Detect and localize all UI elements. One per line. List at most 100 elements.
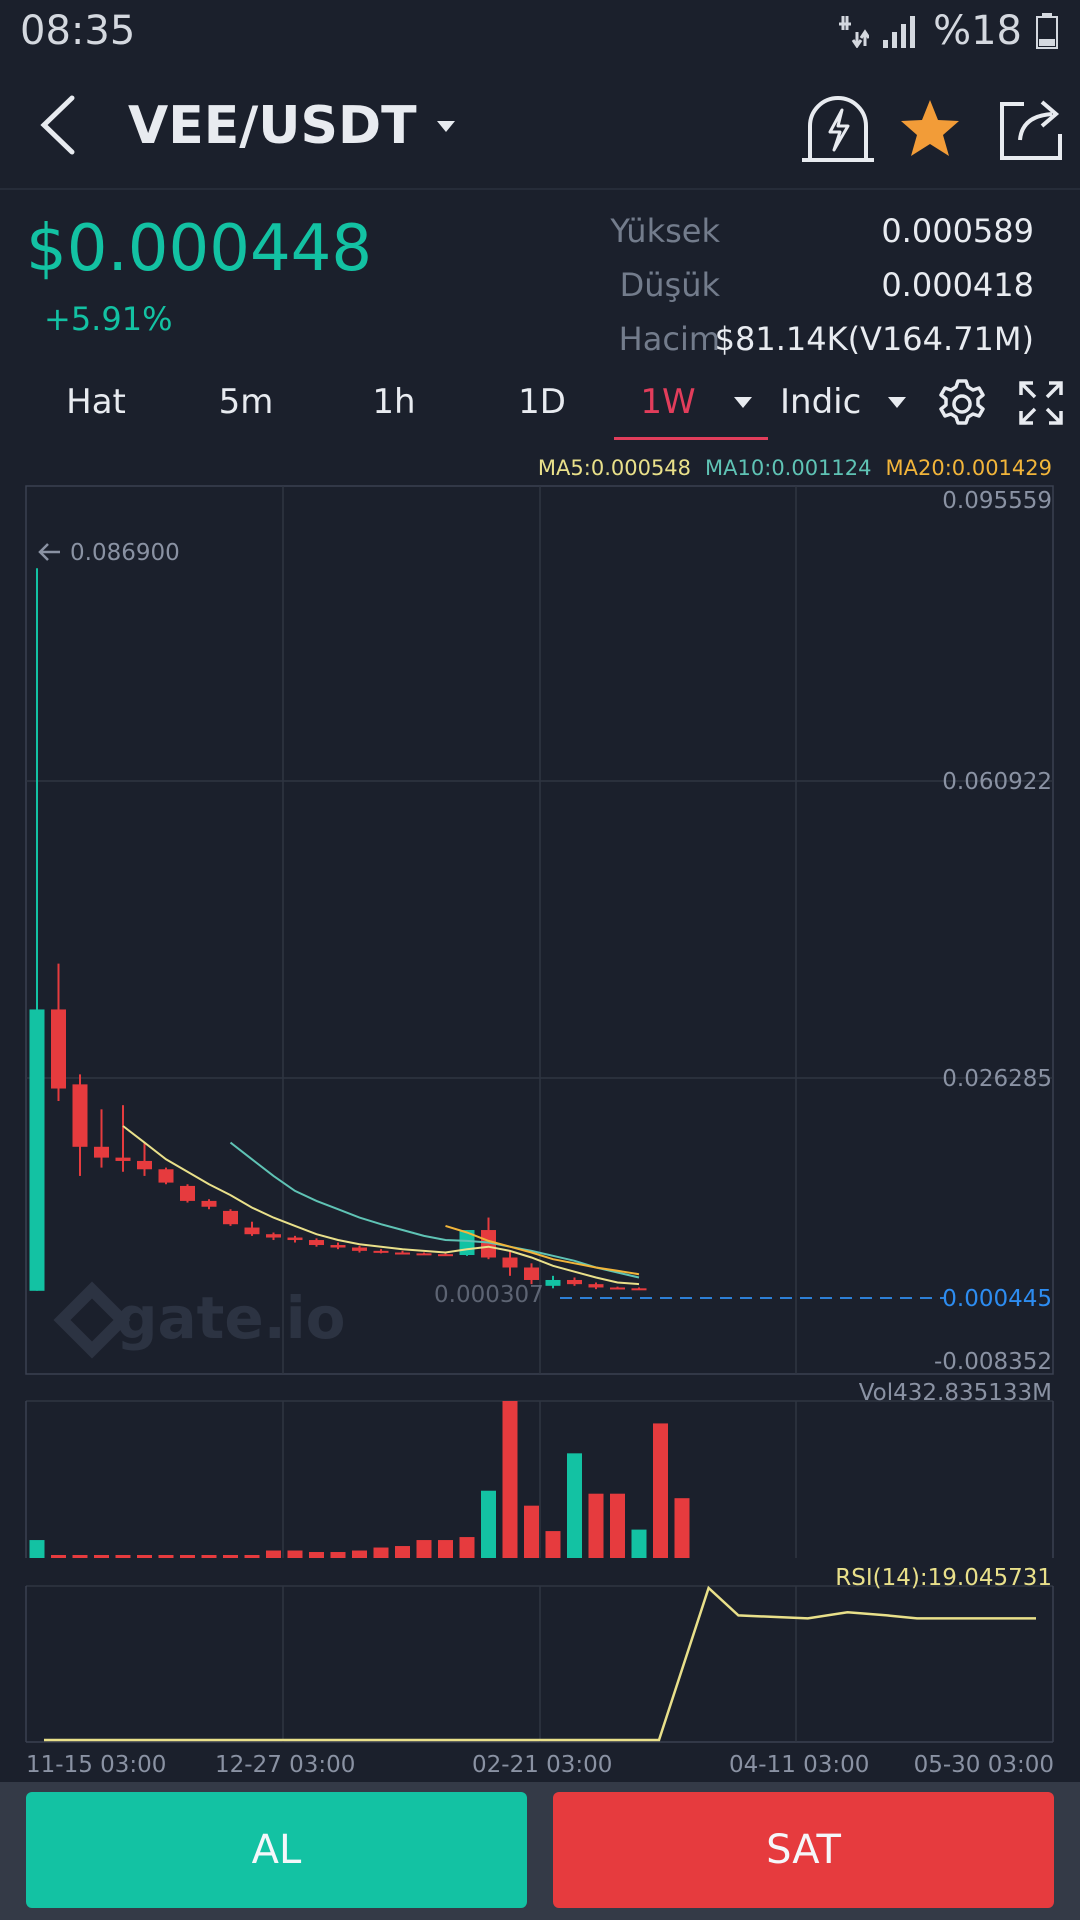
sell-button[interactable]: SAT: [553, 1792, 1054, 1908]
ghost-price-label: 0.000307: [434, 1282, 544, 1308]
candle-body: [244, 1227, 260, 1235]
volume-bar: [610, 1493, 625, 1558]
volume-layer: [29, 1401, 690, 1558]
rsi-line: [44, 1585, 1036, 1742]
candle-body: [94, 1146, 109, 1158]
volume-bar: [223, 1555, 238, 1558]
status-icons: %18: [839, 8, 1058, 54]
tab-line[interactable]: Hat: [66, 382, 126, 422]
settings-gear-icon[interactable]: [936, 378, 988, 430]
volume-bar: [588, 1493, 604, 1558]
battery-icon: [1036, 13, 1058, 49]
candle-body: [438, 1254, 453, 1257]
data-transfer-icon: [839, 16, 870, 48]
candle-body: [287, 1237, 303, 1241]
volume-bar: [502, 1401, 518, 1558]
volume-label: Vol432.835133M: [859, 1380, 1052, 1406]
candle-body: [502, 1257, 518, 1268]
volume-bar: [266, 1550, 281, 1558]
volume-bar: [72, 1555, 88, 1558]
candle-body: [352, 1247, 367, 1251]
volume-bar: [94, 1555, 109, 1558]
rsi-layer: [44, 1585, 1036, 1742]
volume-bar: [287, 1550, 303, 1558]
max-price-marker: 0.086900: [38, 540, 180, 566]
active-tab-underline: [614, 437, 768, 440]
stat-label-high: Yüksek: [610, 212, 720, 250]
gate-io-watermark: gate.io: [53, 1281, 345, 1359]
buy-button[interactable]: AL: [26, 1792, 527, 1908]
ma5-line: [122, 1125, 640, 1286]
caret-down-icon: [436, 120, 455, 132]
share-icon[interactable]: [994, 90, 1070, 166]
volume-bar: [481, 1490, 496, 1558]
status-time: 08:35: [20, 8, 136, 54]
tab-indicators[interactable]: Indic: [780, 382, 862, 422]
fullscreen-icon[interactable]: [1018, 380, 1064, 426]
candle-body: [545, 1279, 561, 1286]
volume-bar: [416, 1540, 432, 1558]
candle-body: [201, 1200, 217, 1207]
volume-bar: [524, 1505, 539, 1558]
tab-1d[interactable]: 1D: [518, 382, 566, 422]
candle-body: [29, 1009, 45, 1291]
candle-body: [588, 1284, 604, 1288]
ma10-label: MA10:0.001124: [705, 456, 872, 480]
candle-body: [610, 1287, 625, 1290]
rsi-label: RSI(14):19.045731: [835, 1565, 1052, 1591]
ma10-line: [229, 1141, 640, 1279]
max-price-label: 0.086900: [70, 540, 180, 566]
time-axis-label: 05-30 03:00: [914, 1752, 1054, 1778]
volume-bar: [631, 1529, 647, 1558]
battery-percent: %18: [933, 8, 1022, 54]
stat-label-low: Düşük: [619, 266, 720, 304]
watermark-text: gate.io: [116, 1284, 345, 1352]
tab-1w[interactable]: 1W: [640, 382, 696, 422]
candles-layer: [29, 568, 647, 1291]
favorite-star-icon[interactable]: [892, 90, 968, 166]
price-alert-icon[interactable]: [800, 90, 876, 166]
volume-bar: [201, 1555, 217, 1558]
last-price: $0.000448: [26, 212, 373, 286]
volume-bar: [244, 1555, 260, 1558]
chart-grid: [25, 485, 1054, 1743]
ma20-line: [445, 1224, 640, 1276]
candle-body: [266, 1234, 281, 1238]
indicator-caret-icon[interactable]: [888, 397, 906, 408]
volume-bar: [567, 1453, 582, 1558]
tab-1h[interactable]: 1h: [372, 382, 416, 422]
candle-body: [373, 1250, 389, 1253]
volume-bar: [330, 1552, 346, 1558]
price-chart[interactable]: gate.io 0.095559 0.060922 0.026285 -0.00…: [0, 470, 1080, 1780]
volume-bar: [115, 1555, 131, 1558]
price-axis-label: -0.008352: [934, 1349, 1052, 1375]
candle-body: [180, 1185, 195, 1201]
candle-body: [481, 1230, 496, 1258]
price-axis-label: 0.060922: [942, 769, 1052, 795]
candle-body: [330, 1245, 346, 1248]
time-axis-label: 02-21 03:00: [472, 1752, 612, 1778]
stat-label-volume: Hacim: [618, 320, 720, 358]
volume-bar: [180, 1555, 195, 1558]
volume-bar: [674, 1498, 690, 1558]
volume-bar: [352, 1550, 367, 1558]
stat-value-low: 0.000418: [881, 266, 1034, 304]
time-axis-label: 04-11 03:00: [729, 1752, 869, 1778]
volume-bar: [158, 1555, 174, 1558]
time-axis-label: 11-15 03:00: [26, 1752, 166, 1778]
volume-bar: [309, 1552, 324, 1558]
pair-selector[interactable]: VEE/USDT: [128, 96, 455, 156]
candle-body: [137, 1160, 152, 1170]
volume-bar: [653, 1423, 668, 1558]
volume-bar: [395, 1546, 410, 1558]
volume-bar: [29, 1540, 45, 1558]
ma20-label: MA20:0.001429: [885, 456, 1052, 480]
back-arrow-icon[interactable]: [30, 90, 90, 160]
candle-body: [395, 1252, 410, 1255]
candle-body: [72, 1084, 88, 1147]
volume-bar: [438, 1540, 453, 1558]
tab-5m[interactable]: 5m: [218, 382, 274, 422]
header-divider: [0, 188, 1080, 190]
timeframe-caret-icon[interactable]: [734, 397, 752, 408]
current-price-label: 0.000445: [942, 1286, 1052, 1312]
